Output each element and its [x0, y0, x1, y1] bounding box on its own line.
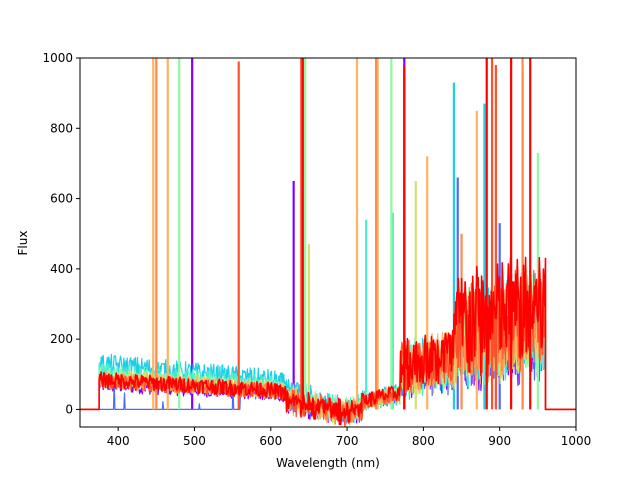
x-tick-label: 900 [488, 434, 511, 448]
spectrum-series-line [80, 256, 576, 426]
y-tick-label: 0 [65, 402, 73, 416]
y-tick-label: 200 [50, 332, 73, 346]
y-axis-ticks: 0 200 400 600 800 1000 [42, 51, 80, 416]
y-tick-label: 1000 [42, 51, 73, 65]
y-tick-label: 400 [50, 262, 73, 276]
x-tick-label: 1000 [561, 434, 592, 448]
x-tick-label: 600 [259, 434, 282, 448]
x-axis-ticks: 400 500 600 700 800 900 1000 [107, 427, 592, 448]
plot-frame [79, 57, 577, 428]
x-axis-label: Wavelength (nm) [276, 456, 380, 470]
y-tick-label: 600 [50, 192, 73, 206]
x-tick-label: 500 [183, 434, 206, 448]
x-tick-label: 400 [107, 434, 130, 448]
plot-area [80, 58, 576, 427]
y-axis-label: Flux [16, 231, 30, 256]
y-tick-label: 800 [50, 121, 73, 135]
x-tick-label: 800 [412, 434, 435, 448]
x-tick-label: 700 [336, 434, 359, 448]
